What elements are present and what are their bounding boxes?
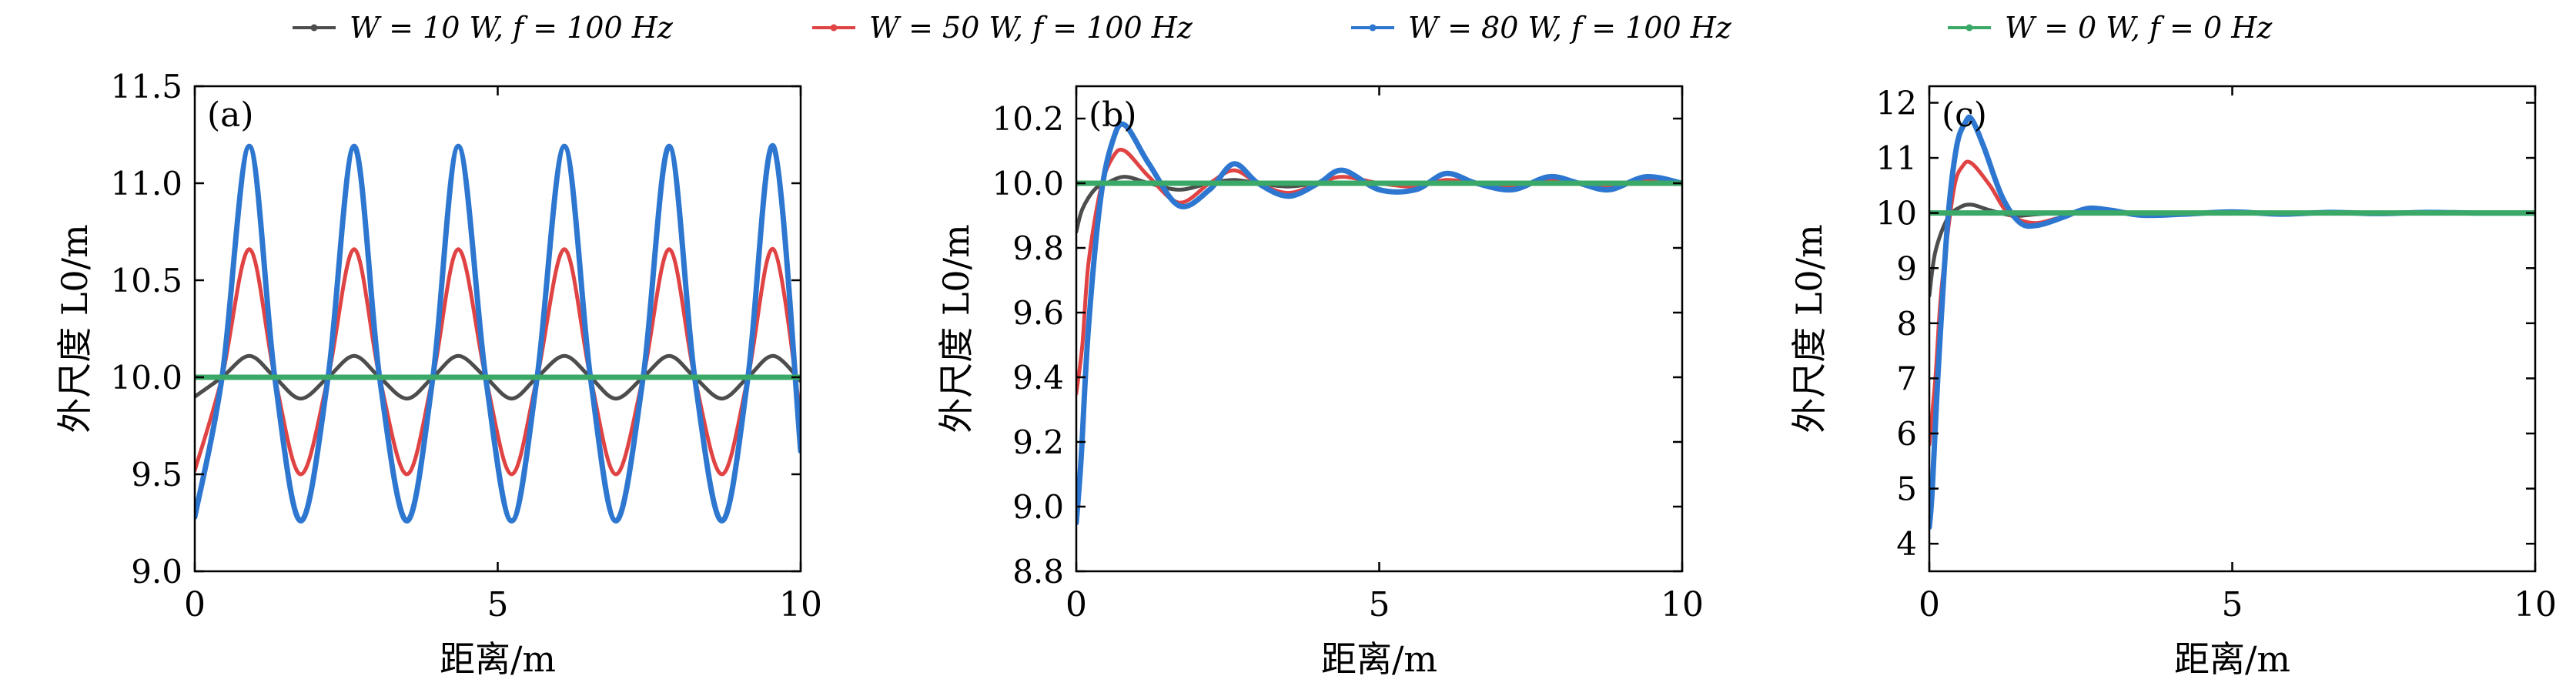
legend-label: W = 50 W, f = 100 Hz bbox=[869, 11, 1193, 45]
x-axis-label: 距离/m bbox=[2174, 638, 2290, 680]
y-axis-label: 外尺度 L0/m bbox=[54, 224, 95, 433]
y-tick-label: 4 bbox=[1896, 525, 1917, 563]
legend-swatch-marker bbox=[310, 24, 318, 32]
x-tick-label: 10 bbox=[779, 585, 822, 624]
y-tick-label: 12 bbox=[1876, 84, 1917, 122]
panel-label: (b) bbox=[1089, 95, 1137, 135]
legend-entry: W = 80 W, f = 100 Hz bbox=[1351, 11, 1732, 45]
series-line bbox=[1929, 114, 2535, 530]
y-tick-label: 9.5 bbox=[131, 456, 182, 494]
y-tick-label: 11.0 bbox=[110, 165, 182, 202]
legend-swatch-marker bbox=[830, 24, 838, 32]
y-tick-label: 8 bbox=[1896, 305, 1917, 343]
y-tick-label: 8.8 bbox=[1012, 553, 1064, 591]
plot-frame bbox=[1928, 85, 2537, 573]
x-tick-label: 10 bbox=[1661, 585, 1704, 624]
series-line bbox=[195, 143, 801, 524]
y-tick-label: 9.4 bbox=[1012, 359, 1064, 397]
legend-entry: W = 50 W, f = 100 Hz bbox=[812, 11, 1193, 45]
series-line bbox=[1929, 159, 2535, 447]
plot-area bbox=[1929, 114, 2535, 530]
y-tick-label: 9.8 bbox=[1012, 229, 1064, 267]
x-tick-label: 0 bbox=[1066, 585, 1087, 624]
y-tick-label: 7 bbox=[1896, 360, 1917, 397]
x-tick-label: 5 bbox=[2222, 585, 2243, 624]
plot-area bbox=[1076, 121, 1682, 526]
legend-swatch-marker bbox=[1369, 24, 1377, 32]
y-axis-label: 外尺度 L0/m bbox=[1788, 224, 1830, 433]
y-tick-label: 9 bbox=[1896, 249, 1917, 287]
y-tick-label: 11 bbox=[1876, 139, 1917, 177]
y-tick-label: 9.0 bbox=[1012, 488, 1064, 526]
legend: W = 10 W, f = 100 Hz W = 50 W, f = 100 Hz… bbox=[293, 11, 2273, 45]
x-tick-label: 10 bbox=[2514, 585, 2557, 624]
chart-panel: 0 5 10 4 5 6 7 8 9 10 11 12 (c) 距离/m 外尺度 L0/m bbox=[1788, 84, 2557, 680]
x-tick-label: 0 bbox=[1919, 585, 1940, 624]
y-axis-label: 外尺度 L0/m bbox=[935, 224, 977, 433]
panel-label: (c) bbox=[1942, 95, 1987, 135]
series-line bbox=[1076, 121, 1682, 526]
legend-entry: W = 0 W, f = 0 Hz bbox=[1948, 11, 2273, 45]
y-tick-label: 5 bbox=[1896, 470, 1917, 508]
legend-label: W = 80 W, f = 100 Hz bbox=[1408, 11, 1732, 45]
x-tick-label: 5 bbox=[487, 585, 509, 624]
chart-panel: 0 5 10 9.0 9.5 10.0 10.5 11.0 11.5 (a) 距离/m 外尺度 L0/… bbox=[54, 68, 822, 680]
y-tick-label: 9.6 bbox=[1012, 294, 1064, 332]
chart-panels: 0 5 10 9.0 9.5 10.0 10.5 11.0 11.5 (a) 距离/m 外尺度 L0/… bbox=[54, 68, 2557, 680]
y-tick-label: 9.2 bbox=[1012, 423, 1064, 461]
plot-area bbox=[195, 143, 801, 524]
x-axis-label: 距离/m bbox=[1321, 638, 1437, 680]
y-tick-label: 10.2 bbox=[992, 100, 1064, 138]
legend-entry: W = 10 W, f = 100 Hz bbox=[293, 11, 674, 45]
y-tick-label: 10.5 bbox=[110, 262, 182, 299]
panel-label: (a) bbox=[207, 95, 254, 135]
x-tick-label: 0 bbox=[184, 585, 206, 624]
x-axis-label: 距离/m bbox=[440, 638, 556, 680]
y-tick-label: 10.0 bbox=[992, 165, 1064, 202]
plot-frame bbox=[193, 85, 802, 573]
y-tick-label: 10 bbox=[1876, 195, 1917, 233]
y-tick-label: 11.5 bbox=[110, 68, 182, 105]
plot-frame bbox=[1075, 85, 1684, 573]
legend-label: W = 0 W, f = 0 Hz bbox=[2005, 11, 2273, 45]
y-tick-label: 9.0 bbox=[131, 553, 182, 591]
y-tick-label: 6 bbox=[1896, 415, 1917, 453]
chart-panel: 0 5 10 8.8 9.0 9.2 9.4 9.6 9.8 10.0 10.2 (b) 距离/m 外尺度… bbox=[935, 85, 1704, 680]
y-tick-label: 10.0 bbox=[110, 359, 182, 397]
legend-label: W = 10 W, f = 100 Hz bbox=[350, 11, 674, 45]
legend-swatch-marker bbox=[1965, 24, 1973, 32]
x-tick-label: 5 bbox=[1369, 585, 1390, 624]
